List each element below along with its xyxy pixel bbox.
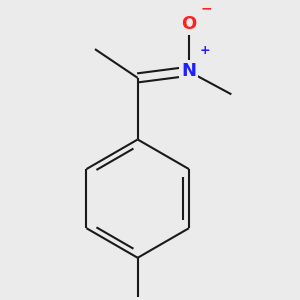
Text: N: N (181, 62, 196, 80)
Text: −: − (201, 2, 212, 16)
Text: +: + (200, 44, 210, 57)
Text: O: O (181, 15, 196, 33)
